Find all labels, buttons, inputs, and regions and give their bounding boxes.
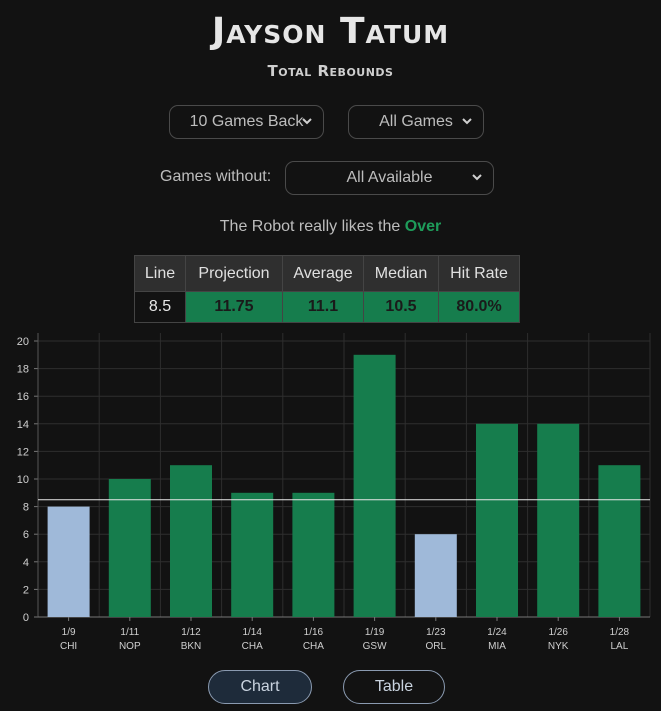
robot-recommendation: The Robot really likes the Over — [0, 218, 661, 236]
y-tick-label: 2 — [23, 584, 29, 596]
x-tick-date: 1/26 — [548, 627, 568, 638]
games-without-select[interactable]: All Available — [285, 161, 494, 195]
y-tick-label: 6 — [23, 529, 29, 541]
x-tick-opponent: BKN — [181, 641, 202, 652]
y-tick-label: 10 — [17, 474, 29, 486]
x-tick-date: 1/28 — [610, 627, 630, 638]
game-type-value: All Games — [379, 113, 453, 130]
bar-1-19 — [353, 354, 396, 617]
x-tick-opponent: ORL — [426, 641, 447, 652]
games-without-label: Games without: — [160, 168, 272, 185]
robot-text: The Robot really likes the — [219, 218, 401, 235]
x-tick-date: 1/14 — [242, 627, 262, 638]
y-tick-label: 14 — [17, 419, 29, 431]
x-tick-opponent: CHI — [60, 641, 77, 652]
bar-1-14 — [231, 492, 274, 617]
game-type-select[interactable]: All Games — [348, 105, 484, 139]
stats-header-row: Line Projection Average Median Hit Rate — [134, 255, 520, 292]
stat-subtitle: Total Rebounds — [267, 62, 394, 80]
x-tick-opponent: NYK — [548, 641, 569, 652]
bar-1-16 — [292, 492, 335, 617]
bar-1-28 — [598, 465, 641, 617]
value-line: 8.5 — [134, 291, 186, 323]
player-name: Jayson Tatum — [211, 11, 450, 52]
y-tick-label: 4 — [23, 557, 29, 569]
value-projection: 11.75 — [185, 291, 283, 323]
header-average: Average — [282, 255, 364, 292]
y-tick-label: 18 — [17, 364, 29, 376]
stats-table: Line Projection Average Median Hit Rate … — [134, 255, 520, 323]
x-tick-date: 1/11 — [120, 627, 139, 638]
bar-1-12 — [170, 465, 212, 617]
table-view-button[interactable]: Table — [343, 670, 445, 704]
bar-1-9 — [47, 506, 90, 617]
x-tick-opponent: MIA — [488, 641, 506, 652]
x-tick-opponent: CHA — [303, 641, 324, 652]
x-tick-opponent: LAL — [611, 641, 629, 652]
chevron-down-icon — [462, 118, 472, 125]
value-median: 10.5 — [363, 291, 439, 323]
robot-pick: Over — [404, 218, 442, 235]
x-tick-date: 1/16 — [304, 627, 324, 638]
stats-value-row: 8.5 11.75 11.1 10.5 80.0% — [134, 291, 520, 323]
x-tick-date: 1/24 — [487, 627, 507, 638]
games-without-value: All Available — [346, 169, 433, 186]
x-tick-opponent: CHA — [242, 641, 263, 652]
header-line: Line — [134, 255, 186, 292]
games-back-value: 10 Games Back — [189, 113, 304, 130]
value-average: 11.1 — [282, 291, 364, 323]
bar-1-26 — [537, 423, 580, 617]
chevron-down-icon — [472, 174, 482, 181]
games-back-select[interactable]: 10 Games Back — [169, 105, 324, 139]
value-hit-rate: 80.0% — [438, 291, 520, 323]
rebounds-bar-chart: 0 2 4 6 8 10 12 14 16 18 20 1/9 CHI 1/11 NOP 1/12 BKN 1/1… — [17, 333, 651, 652]
chevron-down-icon — [302, 118, 312, 125]
x-tick-date: 1/19 — [365, 627, 385, 638]
bar-1-24 — [476, 423, 518, 617]
header-hit-rate: Hit Rate — [438, 255, 520, 292]
x-tick-opponent: GSW — [363, 641, 387, 652]
x-tick-opponent: NOP — [119, 641, 141, 652]
y-tick-label: 12 — [17, 446, 29, 458]
y-tick-label: 20 — [17, 336, 29, 348]
bar-1-23 — [414, 534, 457, 617]
y-tick-label: 8 — [23, 502, 29, 514]
x-tick-date: 1/9 — [62, 627, 76, 638]
x-tick-date: 1/23 — [426, 627, 446, 638]
y-tick-label: 16 — [17, 391, 29, 403]
chart-view-button[interactable]: Chart — [208, 670, 312, 704]
bar-1-11 — [108, 479, 151, 617]
header-median: Median — [363, 255, 439, 292]
x-tick-date: 1/12 — [181, 627, 201, 638]
header-projection: Projection — [185, 255, 283, 292]
y-tick-label: 0 — [23, 612, 29, 624]
